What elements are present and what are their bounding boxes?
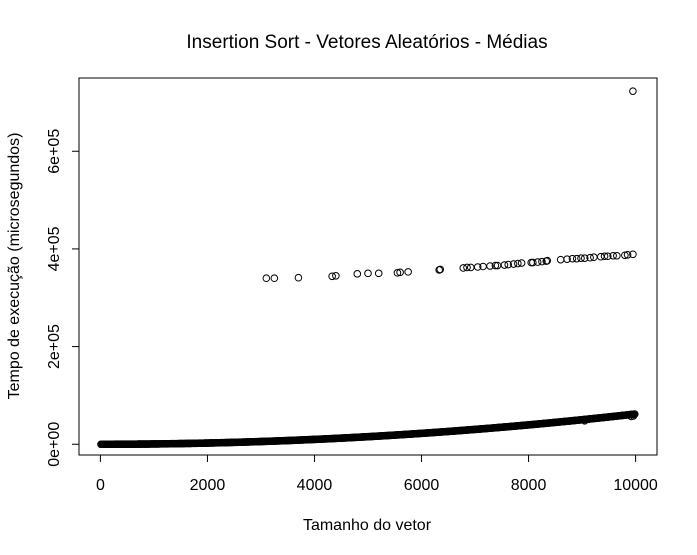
data-point <box>353 270 362 278</box>
data-point <box>486 262 494 270</box>
data-point <box>603 252 612 261</box>
data-point <box>568 254 577 263</box>
y-tick-label: 6e+05 <box>46 129 63 174</box>
data-point <box>586 253 594 262</box>
data-point <box>374 269 383 278</box>
y-axis-title: Tempo de execução (microsegundos) <box>6 133 23 400</box>
data-point <box>538 257 546 266</box>
data-point <box>517 259 526 267</box>
data-points <box>97 87 639 449</box>
data-point <box>563 255 571 263</box>
plot-frame <box>78 77 658 456</box>
x-tick-label: 4000 <box>297 477 333 494</box>
data-point <box>500 261 509 269</box>
x-tick-label: 2000 <box>190 477 226 494</box>
data-point <box>262 274 271 283</box>
data-point <box>328 272 336 281</box>
data-point <box>629 250 637 259</box>
y-tick-label: 0e+00 <box>46 422 63 467</box>
data-point <box>459 264 468 272</box>
y-tick-label: 2e+05 <box>46 324 63 369</box>
data-point <box>491 261 500 270</box>
x-tick-label: 8000 <box>511 477 547 494</box>
data-point <box>577 254 585 262</box>
data-point <box>556 255 565 264</box>
data-point <box>294 273 303 282</box>
data-point <box>630 410 639 418</box>
data-point <box>600 252 609 261</box>
data-point <box>623 250 632 259</box>
data-point <box>509 260 518 268</box>
data-point <box>609 251 617 260</box>
y-axis: 0e+00 2e+05 4e+05 6e+05 <box>46 129 79 467</box>
data-point <box>621 251 629 260</box>
data-point <box>393 269 402 277</box>
data-point <box>533 258 542 266</box>
data-point <box>580 254 589 262</box>
data-point <box>332 271 340 280</box>
x-axis-title: Tamanho do vetor <box>303 517 432 534</box>
data-point <box>270 274 279 283</box>
x-tick-label: 10000 <box>613 477 658 494</box>
data-point <box>396 268 404 277</box>
data-point <box>543 256 552 265</box>
chart-title: Insertion Sort - Vetores Aleatórios - Mé… <box>186 32 547 53</box>
data-point <box>463 263 471 272</box>
data-point <box>473 263 482 271</box>
data-point <box>404 268 412 276</box>
x-tick-label: 0 <box>96 477 105 494</box>
data-point <box>629 87 637 95</box>
x-tick-label: 6000 <box>404 477 440 494</box>
data-point <box>613 251 621 260</box>
data-point <box>504 260 513 269</box>
data-point <box>572 254 581 263</box>
data-point <box>436 265 445 274</box>
data-point <box>514 259 522 268</box>
x-axis: 0 2000 4000 6000 8000 10000 <box>96 455 658 494</box>
data-point <box>364 269 372 278</box>
y-tick-label: 4e+05 <box>46 226 63 271</box>
data-point <box>529 258 537 267</box>
